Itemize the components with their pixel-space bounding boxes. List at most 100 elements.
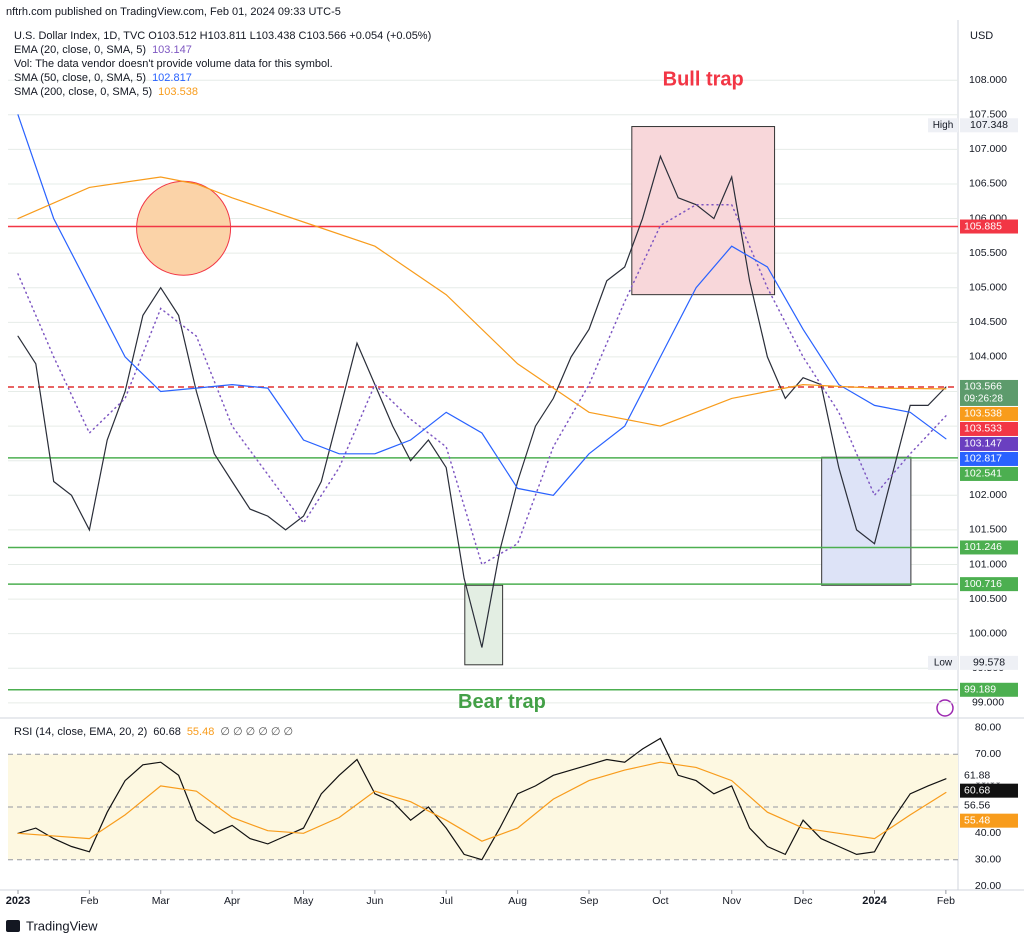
price-tag (960, 813, 1018, 828)
extreme-value-bg (960, 655, 1018, 670)
legend-value: 60.68 (153, 726, 181, 738)
extreme-value: 99.578 (973, 657, 1005, 669)
alert-icon[interactable] (936, 699, 954, 717)
x-tick-label: Feb (80, 895, 98, 907)
y-tick-label: 107.000 (969, 143, 1007, 155)
price-tag-label: 100.716 (964, 578, 1002, 590)
x-tick-label: Jul (440, 895, 453, 907)
extreme-label-bg (928, 655, 958, 670)
x-tick-label: 2024 (862, 895, 887, 907)
x-tick-label: 2023 (6, 895, 30, 907)
logo-text: TradingView (26, 918, 98, 933)
pane-title: RSI (14, close, EMA, 20, 2) (14, 726, 147, 738)
y-tick-label: 106.500 (969, 178, 1007, 190)
trap-zone (464, 584, 504, 666)
legend-name: EMA (20, close, 0, SMA, 5) (14, 44, 146, 56)
price-tag-label: 99.189 (964, 684, 996, 696)
price-tag (960, 540, 1018, 555)
series-line (17, 203, 947, 566)
price-tag-label: 55.48 (964, 814, 990, 826)
x-tick-label: Nov (722, 895, 741, 907)
legend-value: 103.147 (152, 44, 192, 56)
annotation: Bull trap (663, 68, 744, 90)
price-tag-label: 101.246 (964, 541, 1002, 553)
price-tag (960, 577, 1018, 592)
x-tick-label: May (294, 895, 315, 907)
legend-value: 55.48 (187, 726, 215, 738)
price-tag-label: 105.885 (964, 220, 1002, 232)
price-tag-label: 102.817 (964, 453, 1002, 465)
series-line (17, 176, 947, 427)
x-tick-label: Mar (152, 895, 171, 907)
price-tag-label: 103.147 (964, 438, 1002, 450)
y-tick-label: 105.500 (969, 247, 1007, 259)
price-tag (960, 768, 1018, 783)
price-tag (960, 451, 1018, 466)
extreme-label: Low (934, 658, 953, 669)
price-tag (960, 466, 1018, 481)
price-tag (960, 219, 1018, 234)
y-tick-label: 70.00 (975, 748, 1001, 760)
price-tag-label: 103.566 (964, 381, 1002, 393)
y-tick-label: 30.00 (975, 853, 1001, 865)
price-tag-label: 61.88 (964, 769, 990, 781)
price-tag-label: 56.56 (964, 799, 990, 811)
y-tick-label: 40.00 (975, 827, 1001, 839)
x-tick-label: Dec (794, 895, 813, 907)
series-line (17, 761, 947, 842)
y-tick-label: 107.500 (969, 109, 1007, 121)
series-line (17, 154, 947, 648)
published-line: nftrh.com published on TradingView.com, … (6, 6, 341, 18)
x-tick-label: Feb (937, 895, 955, 907)
price-tag (960, 379, 1018, 406)
symbol-line: U.S. Dollar Index, 1D, TVC O103.512 H103… (14, 30, 431, 42)
extreme-value-bg (960, 118, 1018, 133)
x-tick-label: Apr (224, 895, 241, 907)
extreme-value: 107.348 (970, 119, 1008, 131)
x-tick-label: Oct (652, 895, 668, 907)
legend-value: 102.817 (152, 72, 192, 84)
price-tag (960, 421, 1018, 436)
price-tag-label: 60.68 (964, 784, 990, 796)
logo-icon (6, 920, 20, 932)
legend-value: 103.538 (158, 86, 198, 98)
x-tick-label: Aug (508, 895, 527, 907)
price-tag (960, 783, 1018, 798)
volume-note: Vol: The data vendor doesn't provide vol… (14, 58, 333, 70)
legend-name: SMA (200, close, 0, SMA, 5) (14, 86, 152, 98)
price-tag (960, 406, 1018, 421)
y-tick-label: 20.00 (975, 880, 1001, 892)
y-tick-label: 99.000 (972, 697, 1004, 709)
y-tick-label: 80.00 (975, 722, 1001, 734)
y-tick-label: 102.000 (969, 489, 1007, 501)
price-tag (960, 436, 1018, 451)
x-tick-label: Sep (580, 895, 599, 907)
y-tick-label: 101.500 (969, 524, 1007, 536)
price-tag-label: 103.538 (964, 408, 1002, 420)
y-tick-label: 108.000 (969, 74, 1007, 86)
y-tick-label: 101.000 (969, 558, 1007, 570)
price-tag-label: 102.541 (964, 468, 1002, 480)
y-tick-label: 100.500 (969, 593, 1007, 605)
x-tick-label: Jun (366, 895, 383, 907)
trap-zone (821, 456, 912, 586)
price-tag-label: 103.533 (964, 423, 1002, 435)
highlight-circle (136, 180, 232, 276)
legend-symbols: ∅ ∅ ∅ ∅ ∅ ∅ (220, 726, 293, 738)
extreme-label-bg (928, 118, 958, 133)
y-tick-label: 104.500 (969, 316, 1007, 328)
currency: USD (970, 30, 993, 42)
annotation: Bear trap (458, 691, 546, 713)
extreme-label: High (933, 120, 954, 131)
price-tag (960, 798, 1018, 813)
rsi-band (8, 754, 958, 860)
y-tick-label: 104.000 (969, 351, 1007, 363)
y-tick-label: 100.000 (969, 627, 1007, 639)
price-tag (960, 682, 1018, 697)
legend-name: SMA (50, close, 0, SMA, 5) (14, 72, 146, 84)
y-tick-label: 105.000 (969, 282, 1007, 294)
countdown: 09:26:28 (964, 394, 1003, 405)
series-line (17, 737, 947, 861)
series-line (17, 114, 947, 496)
